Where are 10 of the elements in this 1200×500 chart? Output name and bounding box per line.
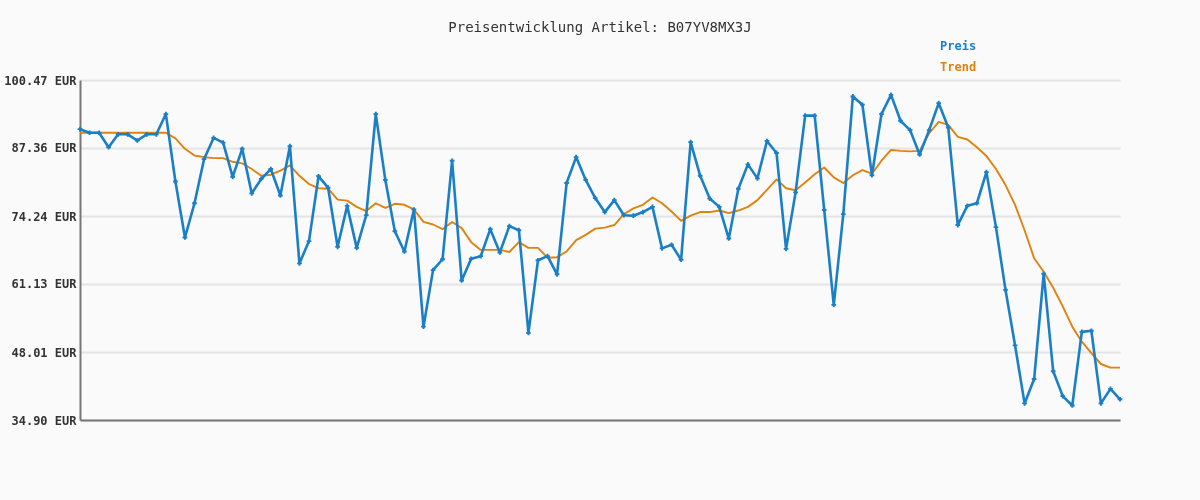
text: Trend <box>940 60 977 74</box>
text: Preis <box>940 39 977 53</box>
y-tick-label: 61.13 EUR <box>11 277 78 292</box>
y-tick-label: 87.36 EUR <box>11 141 78 156</box>
y-tick-label: 48.01 EUR <box>11 345 78 360</box>
y-tick-label: 34.90 EUR <box>11 413 78 428</box>
y-tick-label: 74.24 EUR <box>11 209 78 224</box>
line-series <box>79 120 1121 369</box>
y-tick-label: 100.47 EUR <box>4 73 78 88</box>
chart-title: Preisentwicklung Artikel: B07YV8MX3J <box>448 19 752 35</box>
